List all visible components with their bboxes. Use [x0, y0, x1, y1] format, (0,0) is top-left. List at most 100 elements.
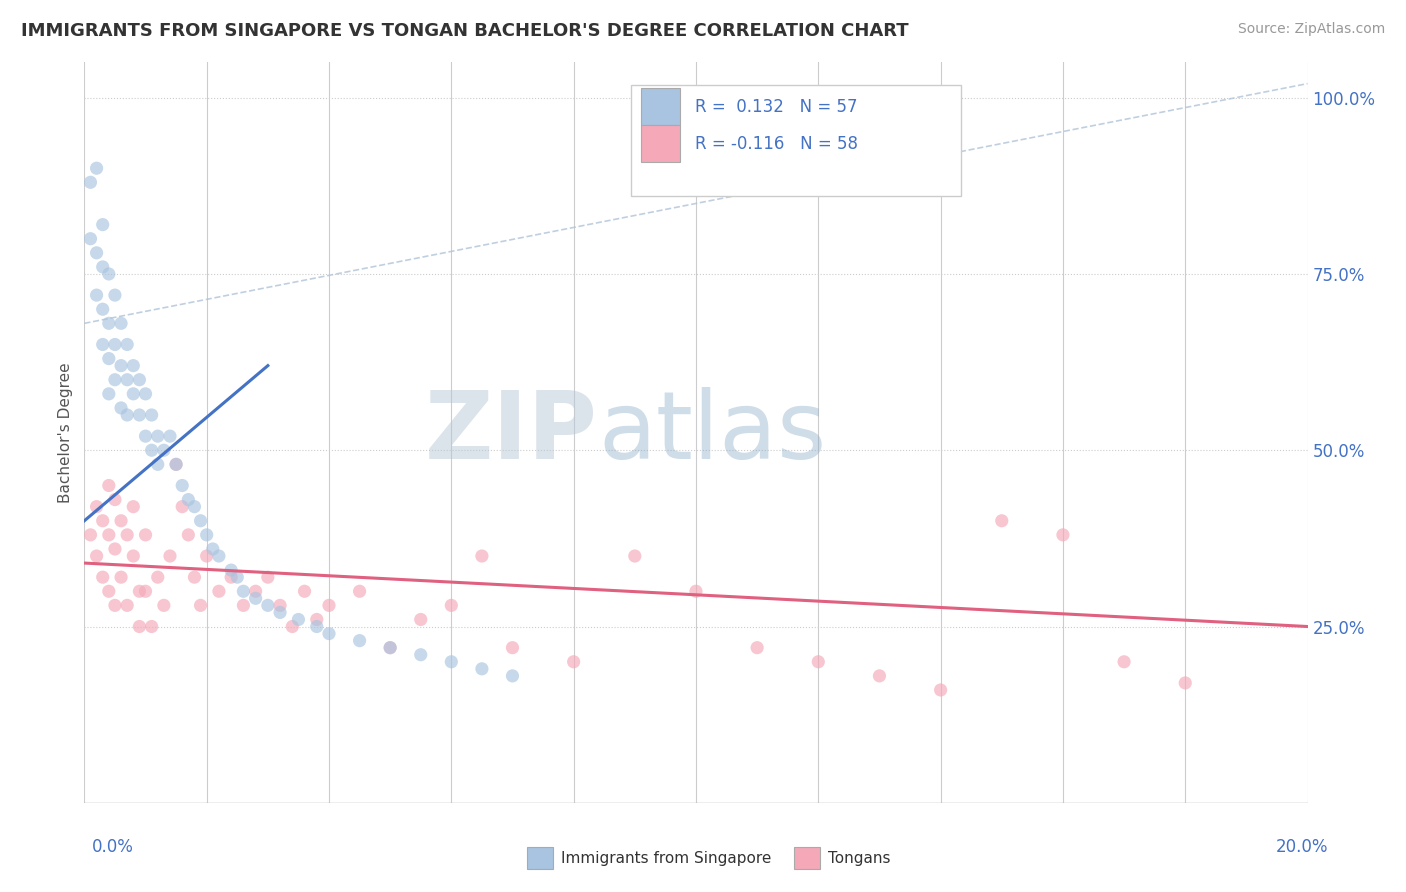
Point — [97, 478, 120, 492]
Point — [562, 655, 585, 669]
Point — [146, 570, 169, 584]
Point — [305, 612, 328, 626]
Point — [110, 570, 132, 584]
Point — [1174, 676, 1197, 690]
Point — [135, 429, 157, 443]
Point — [685, 584, 707, 599]
Point — [153, 599, 176, 613]
Point — [115, 337, 138, 351]
Point — [135, 528, 157, 542]
Point — [245, 591, 267, 606]
Point — [122, 359, 145, 373]
Point — [232, 584, 254, 599]
Point — [91, 302, 114, 317]
Point — [471, 549, 494, 563]
Point — [208, 584, 231, 599]
Text: 20.0%: 20.0% — [1277, 838, 1329, 856]
FancyBboxPatch shape — [631, 85, 962, 195]
Point — [195, 549, 218, 563]
Point — [183, 570, 205, 584]
Point — [135, 584, 157, 599]
Point — [409, 648, 432, 662]
Point — [141, 408, 163, 422]
Point — [409, 612, 432, 626]
Point — [502, 640, 524, 655]
Point — [1114, 655, 1136, 669]
Point — [122, 549, 145, 563]
Point — [747, 640, 769, 655]
Point — [115, 528, 138, 542]
Point — [153, 443, 176, 458]
Text: Tongans: Tongans — [828, 851, 890, 865]
Point — [624, 549, 647, 563]
Text: ZIP: ZIP — [425, 386, 598, 479]
Point — [190, 599, 212, 613]
Point — [991, 514, 1014, 528]
Point — [115, 599, 138, 613]
Point — [97, 267, 120, 281]
Text: Source: ZipAtlas.com: Source: ZipAtlas.com — [1237, 22, 1385, 37]
Point — [177, 492, 200, 507]
Point — [91, 260, 114, 274]
Point — [159, 549, 181, 563]
Point — [86, 161, 108, 176]
Text: atlas: atlas — [598, 386, 827, 479]
Point — [86, 245, 108, 260]
Point — [79, 232, 101, 246]
Point — [110, 316, 132, 330]
Point — [135, 387, 157, 401]
Point — [86, 288, 108, 302]
Point — [91, 218, 114, 232]
Point — [97, 316, 120, 330]
Point — [195, 528, 218, 542]
Point — [79, 528, 101, 542]
Point — [471, 662, 494, 676]
Point — [146, 458, 169, 472]
Point — [269, 599, 291, 613]
Point — [269, 606, 291, 620]
Point — [104, 492, 127, 507]
Point — [232, 599, 254, 613]
Point — [115, 408, 138, 422]
Point — [305, 619, 328, 633]
Point — [79, 175, 101, 189]
Point — [1052, 528, 1074, 542]
Point — [219, 563, 242, 577]
Point — [122, 387, 145, 401]
Point — [104, 373, 127, 387]
Point — [183, 500, 205, 514]
Point — [97, 584, 120, 599]
Point — [349, 633, 371, 648]
Point — [104, 599, 127, 613]
Point — [91, 514, 114, 528]
Point — [294, 584, 316, 599]
Point — [349, 584, 371, 599]
Point — [318, 626, 340, 640]
Point — [201, 541, 224, 556]
Point — [318, 599, 340, 613]
Point — [869, 669, 891, 683]
Point — [115, 373, 138, 387]
Point — [281, 619, 304, 633]
Text: Immigrants from Singapore: Immigrants from Singapore — [561, 851, 772, 865]
Point — [172, 478, 194, 492]
Point — [122, 500, 145, 514]
Text: IMMIGRANTS FROM SINGAPORE VS TONGAN BACHELOR'S DEGREE CORRELATION CHART: IMMIGRANTS FROM SINGAPORE VS TONGAN BACH… — [21, 22, 908, 40]
Text: R =  0.132   N = 57: R = 0.132 N = 57 — [695, 98, 858, 116]
Point — [219, 570, 242, 584]
Point — [146, 429, 169, 443]
Point — [141, 619, 163, 633]
Point — [110, 401, 132, 415]
Point — [287, 612, 309, 626]
Point — [128, 619, 150, 633]
Point — [141, 443, 163, 458]
Point — [86, 549, 108, 563]
Point — [440, 655, 463, 669]
Point — [86, 500, 108, 514]
Point — [245, 584, 267, 599]
Point — [91, 570, 114, 584]
Text: R = -0.116   N = 58: R = -0.116 N = 58 — [695, 135, 858, 153]
Point — [128, 408, 150, 422]
Point — [110, 359, 132, 373]
Point — [159, 429, 181, 443]
